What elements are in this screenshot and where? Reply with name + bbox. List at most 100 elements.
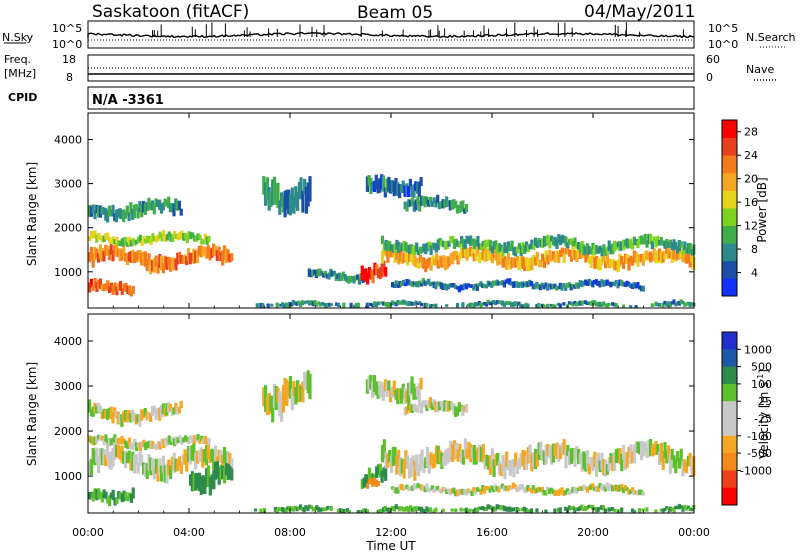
- power-cell: [508, 278, 512, 285]
- velocity-cell: [286, 506, 290, 510]
- velocity-cell: [141, 409, 146, 419]
- power-cell: [156, 234, 160, 241]
- power-cell: [318, 303, 323, 307]
- velocity-cell: [584, 486, 588, 490]
- velocity-cell: [383, 379, 387, 392]
- velocity-cell: [544, 444, 548, 465]
- power-cell: [603, 280, 607, 287]
- power-cell: [643, 233, 647, 244]
- power-cell: [578, 280, 582, 287]
- power-cell: [445, 240, 449, 249]
- velocity-cell: [587, 463, 591, 475]
- power-cell: [403, 282, 407, 287]
- power-cell: [497, 243, 502, 253]
- power-cell: [474, 248, 478, 261]
- power-cell: [281, 196, 285, 213]
- power-cell: [91, 253, 95, 268]
- power-cell: [275, 302, 279, 308]
- power-cell: [537, 284, 541, 290]
- velocity-cell: [596, 507, 600, 512]
- power-cell: [524, 281, 528, 288]
- power-cell: [625, 238, 629, 249]
- velocity-cell: [587, 486, 591, 491]
- power-cell: [408, 178, 412, 189]
- power-cell: [670, 242, 674, 251]
- power-cell: [197, 245, 201, 256]
- velocity-cell: [178, 456, 182, 467]
- power-cell: [167, 256, 171, 266]
- velocity-cell: [558, 507, 562, 513]
- velocity-cell: [483, 459, 487, 470]
- velocity-cell: [183, 449, 187, 465]
- velocity-cell: [416, 405, 420, 413]
- velocity-cell: [392, 506, 396, 512]
- power-cell: [458, 241, 462, 248]
- velocity-cell: [472, 445, 476, 465]
- power-cell: [582, 281, 586, 286]
- power-cell: [306, 182, 310, 207]
- power-cell: [625, 254, 629, 264]
- power-cell: [555, 250, 559, 262]
- power-cell: [384, 239, 388, 251]
- velocity-cell: [523, 450, 527, 470]
- power-cell: [452, 239, 457, 249]
- power-cell: [187, 231, 191, 240]
- power-cell: [515, 256, 520, 266]
- velocity-cell: [117, 491, 121, 499]
- power-cell: [555, 239, 559, 249]
- velocity-cell: [526, 446, 530, 464]
- power-cell: [369, 269, 373, 280]
- velocity-cell: [403, 407, 407, 416]
- power-cell: [154, 235, 159, 243]
- power-cell: [102, 250, 106, 262]
- power-cell: [533, 237, 538, 247]
- power-cell: [338, 272, 342, 282]
- power-cell: [279, 303, 283, 307]
- velocity-cell: [446, 400, 451, 412]
- velocity-cell: [470, 490, 474, 496]
- velocity-cell: [556, 489, 561, 496]
- power-cell: [571, 284, 575, 288]
- velocity-cell: [118, 437, 122, 445]
- power-cell: [297, 181, 301, 199]
- velocity-cell: [197, 450, 201, 462]
- velocity-cell: [535, 487, 539, 493]
- velocity-cell: [109, 492, 113, 499]
- power-cell: [124, 282, 128, 293]
- velocity-cell: [449, 440, 453, 461]
- power-cell: [387, 302, 391, 308]
- power-cell: [145, 201, 149, 212]
- velocity-cell: [284, 507, 288, 513]
- power-cell: [503, 256, 507, 268]
- power-cell: [562, 283, 566, 288]
- noise-right-tick-bottom: 10^0: [708, 38, 738, 51]
- power-cell: [182, 233, 186, 241]
- velocity-cell: [582, 484, 586, 490]
- colorbar-tick-label: -25: [754, 413, 772, 426]
- velocity-cell: [437, 488, 442, 493]
- velocity-cell: [264, 385, 268, 412]
- velocity-cell: [470, 447, 475, 459]
- power-cell: [688, 255, 692, 268]
- velocity-cell: [196, 473, 200, 489]
- power-cell: [293, 301, 297, 306]
- power-cell: [613, 260, 617, 271]
- velocity-cell: [607, 507, 611, 512]
- velocity-cell: [95, 405, 99, 414]
- velocity-cell: [176, 460, 180, 472]
- power-cell: [311, 301, 315, 307]
- power-cell: [501, 258, 505, 268]
- velocity-cell: [437, 401, 442, 411]
- velocity-cell: [342, 509, 346, 513]
- velocity-cell: [515, 486, 519, 492]
- power-cell: [318, 268, 322, 277]
- power-cell: [533, 257, 538, 266]
- power-cell: [627, 240, 631, 249]
- power-cell: [602, 244, 606, 253]
- velocity-cell: [98, 405, 102, 414]
- velocity-cell: [151, 441, 155, 449]
- velocity-cell: [474, 507, 478, 512]
- velocity-cell: [514, 452, 518, 467]
- power-cell: [501, 300, 505, 306]
